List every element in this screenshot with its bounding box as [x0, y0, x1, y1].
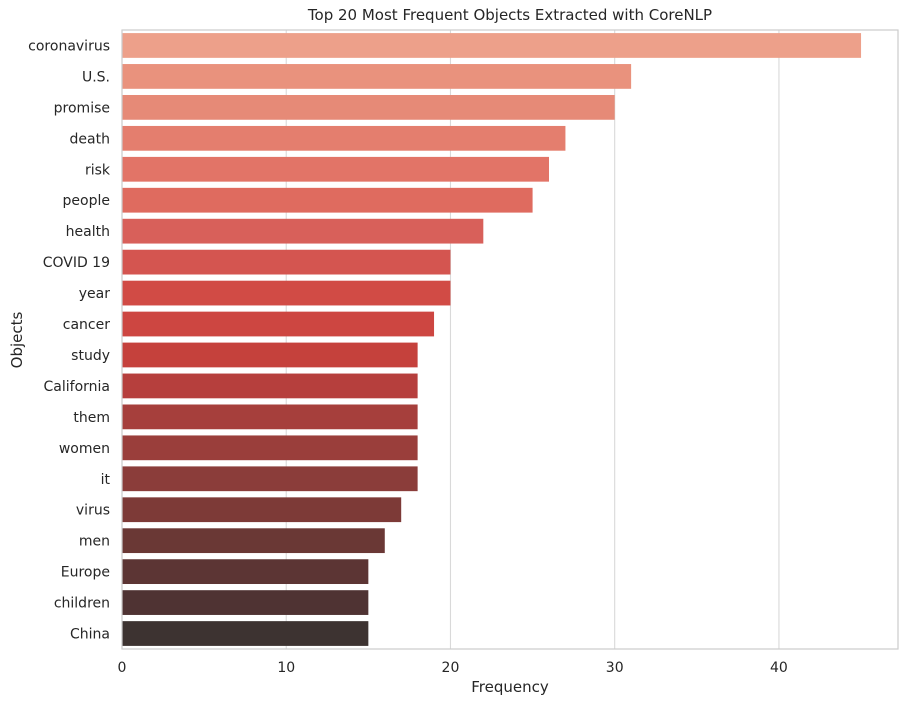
bar	[122, 280, 451, 306]
y-tick-label: study	[71, 348, 110, 364]
plot-background	[122, 30, 898, 649]
y-tick-label: virus	[76, 503, 110, 519]
bar	[122, 497, 402, 523]
y-tick-label: coronavirus	[28, 38, 110, 54]
y-tick-label: China	[70, 627, 110, 643]
bar	[122, 64, 632, 89]
bar	[122, 342, 418, 368]
bars	[122, 33, 862, 646]
y-tick-label: women	[59, 441, 110, 457]
y-tick-label: men	[79, 534, 110, 550]
bar	[122, 33, 862, 58]
x-tick-label: 40	[770, 660, 788, 676]
x-tick-label: 20	[442, 660, 460, 676]
y-tick-label: death	[70, 131, 110, 147]
bar	[122, 94, 615, 120]
bar	[122, 528, 385, 554]
bar	[122, 559, 369, 585]
bar	[122, 156, 550, 182]
bar	[122, 404, 418, 430]
y-tick-label: promise	[54, 100, 110, 116]
y-tick-label: cancer	[63, 317, 110, 333]
y-tick-label: health	[66, 224, 110, 240]
x-axis-title: Frequency	[471, 678, 549, 696]
plot-border	[121, 29, 899, 650]
y-tick-label: U.S.	[82, 69, 110, 85]
y-tick-label: Europe	[61, 565, 110, 581]
x-tick-labels: 0 10 20 30 40	[118, 660, 788, 676]
y-tick-label: people	[63, 193, 110, 209]
y-tick-label: year	[79, 286, 110, 302]
x-tick-label: 0	[118, 660, 127, 676]
bar	[122, 187, 533, 213]
bar	[122, 311, 435, 337]
bar	[122, 621, 369, 646]
bar	[122, 218, 484, 244]
y-tick-label: COVID 19	[43, 255, 110, 271]
bar	[122, 125, 566, 151]
y-tick-label: risk	[85, 162, 111, 178]
y-tick-label: children	[54, 596, 110, 612]
bar	[122, 466, 418, 492]
chart-title: Top 20 Most Frequent Objects Extracted w…	[307, 6, 712, 24]
x-tick-label: 30	[606, 660, 624, 676]
x-tick-label: 10	[277, 660, 295, 676]
bar	[122, 590, 369, 615]
y-tick-labels: coronavirus U.S. promise death risk people hea…	[28, 38, 111, 642]
bar	[122, 373, 418, 399]
bar	[122, 435, 418, 461]
bar	[122, 249, 451, 275]
y-tick-label: California	[44, 379, 110, 395]
y-axis-title: Objects	[8, 311, 26, 368]
y-tick-label: it	[101, 472, 111, 488]
y-tick-label: them	[73, 410, 110, 426]
